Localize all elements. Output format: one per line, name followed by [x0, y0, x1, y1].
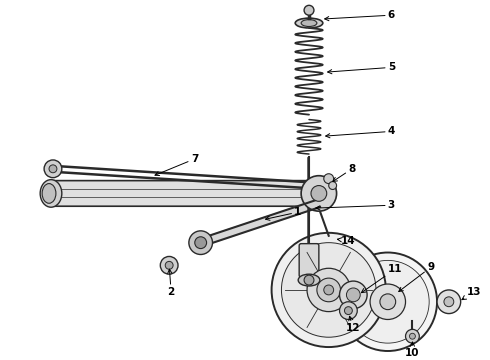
- Circle shape: [49, 165, 57, 173]
- Circle shape: [307, 268, 350, 312]
- Text: 8: 8: [333, 164, 356, 181]
- Text: 4: 4: [326, 126, 395, 138]
- Circle shape: [346, 288, 360, 302]
- Circle shape: [344, 307, 352, 315]
- Circle shape: [406, 329, 419, 343]
- FancyBboxPatch shape: [299, 244, 319, 277]
- Text: 2: 2: [168, 269, 175, 297]
- Text: 12: 12: [346, 316, 361, 333]
- Text: 11: 11: [362, 264, 402, 293]
- Circle shape: [437, 290, 461, 314]
- Polygon shape: [199, 199, 320, 246]
- Circle shape: [160, 256, 178, 274]
- Text: 5: 5: [328, 62, 395, 74]
- Circle shape: [301, 176, 337, 211]
- Circle shape: [271, 233, 386, 347]
- Circle shape: [340, 302, 357, 319]
- FancyBboxPatch shape: [50, 181, 312, 206]
- Circle shape: [444, 297, 454, 307]
- Text: 3: 3: [316, 200, 395, 210]
- Circle shape: [311, 185, 327, 201]
- Circle shape: [329, 181, 337, 189]
- Circle shape: [324, 174, 334, 184]
- Circle shape: [189, 231, 213, 255]
- Circle shape: [370, 284, 406, 319]
- Text: 14: 14: [338, 236, 356, 246]
- Circle shape: [340, 281, 367, 309]
- Text: 13: 13: [462, 287, 481, 300]
- Text: 9: 9: [399, 262, 434, 292]
- Circle shape: [304, 5, 314, 15]
- Text: 7: 7: [155, 154, 198, 176]
- Circle shape: [380, 294, 396, 310]
- Text: 10: 10: [405, 342, 419, 358]
- Circle shape: [165, 261, 173, 269]
- Circle shape: [410, 333, 416, 339]
- Text: 1: 1: [266, 207, 301, 220]
- Ellipse shape: [301, 19, 317, 27]
- Ellipse shape: [298, 274, 320, 286]
- Circle shape: [281, 243, 376, 337]
- Text: 6: 6: [325, 10, 395, 21]
- Ellipse shape: [40, 180, 62, 207]
- Circle shape: [44, 160, 62, 178]
- Ellipse shape: [42, 184, 56, 203]
- Circle shape: [317, 278, 341, 302]
- Circle shape: [346, 260, 429, 343]
- Ellipse shape: [295, 18, 323, 28]
- Circle shape: [195, 237, 207, 248]
- Circle shape: [304, 275, 314, 285]
- Circle shape: [324, 285, 334, 295]
- Circle shape: [339, 252, 437, 351]
